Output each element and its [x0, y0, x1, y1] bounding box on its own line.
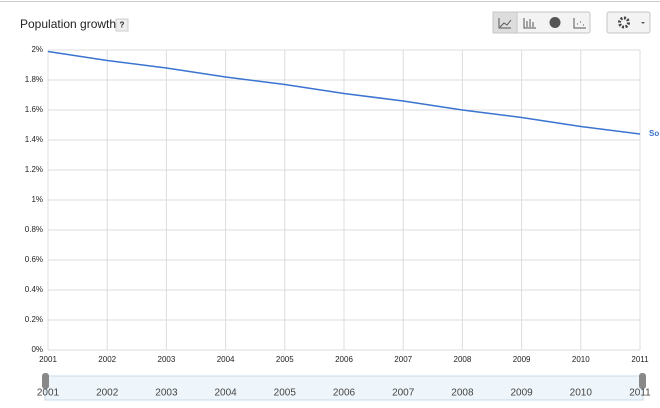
y-tick-label: 2%: [31, 45, 43, 54]
x-tick-label: 2008: [454, 355, 472, 364]
timeline-label: 2005: [274, 388, 297, 399]
gear-icon: [618, 16, 630, 29]
timeline-label: 2006: [333, 388, 356, 399]
series-label: So: [649, 129, 659, 138]
x-tick-label: 2004: [217, 355, 235, 364]
timeline-slider[interactable]: [44, 375, 644, 401]
y-tick-label: 0.6%: [25, 255, 43, 264]
timeline-label: 2009: [510, 388, 533, 399]
scatter-icon[interactable]: [573, 18, 586, 29]
timeline-label: 2002: [96, 388, 119, 399]
y-tick-label: 0.8%: [25, 225, 43, 234]
y-tick-label: 1%: [31, 195, 43, 204]
data-line: [47, 50, 641, 135]
timeline-label: 2010: [570, 388, 593, 399]
x-tick-label: 2010: [572, 355, 590, 364]
y-tick-label: 0.2%: [25, 315, 43, 324]
x-tick-label: 2002: [98, 355, 116, 364]
y-tick-label: 0.4%: [25, 285, 43, 294]
help-button[interactable]: [115, 18, 129, 32]
timeline-label: 2001: [37, 388, 60, 399]
y-tick-label: 0%: [31, 345, 43, 354]
chart-type-toolbar: [492, 11, 651, 34]
x-tick-label: 2006: [335, 355, 353, 364]
timeline-label: 2007: [392, 388, 415, 399]
y-tick-label: 1.2%: [25, 165, 43, 174]
map-icon[interactable]: [549, 17, 561, 28]
x-tick-label: 2007: [394, 355, 412, 364]
x-tick-label: 2011: [631, 355, 649, 364]
timeline-label: 2004: [214, 388, 237, 399]
y-tick-label: 1.6%: [25, 105, 43, 114]
timeline-label: 2008: [451, 388, 474, 399]
y-tick-label: 1.8%: [25, 75, 43, 84]
x-tick-label: 2009: [513, 355, 531, 364]
chart-title: Population growth: [20, 17, 116, 31]
line-chart-button[interactable]: [492, 11, 518, 34]
line-icon: [498, 18, 512, 29]
help-label[interactable]: ?: [120, 21, 125, 30]
x-tick-label: 2001: [39, 355, 57, 364]
dropdown-arrow: [641, 22, 645, 24]
x-tick-label: 2005: [276, 355, 294, 364]
x-tick-label: 2003: [158, 355, 176, 364]
bar-icon[interactable]: [523, 18, 536, 29]
timeline-label: 2011: [629, 388, 651, 399]
timeline-label: 2003: [155, 388, 178, 399]
slider-handle-left[interactable]: [42, 373, 49, 389]
y-tick-label: 1.4%: [25, 135, 43, 144]
slider-handle-right[interactable]: [639, 373, 646, 389]
